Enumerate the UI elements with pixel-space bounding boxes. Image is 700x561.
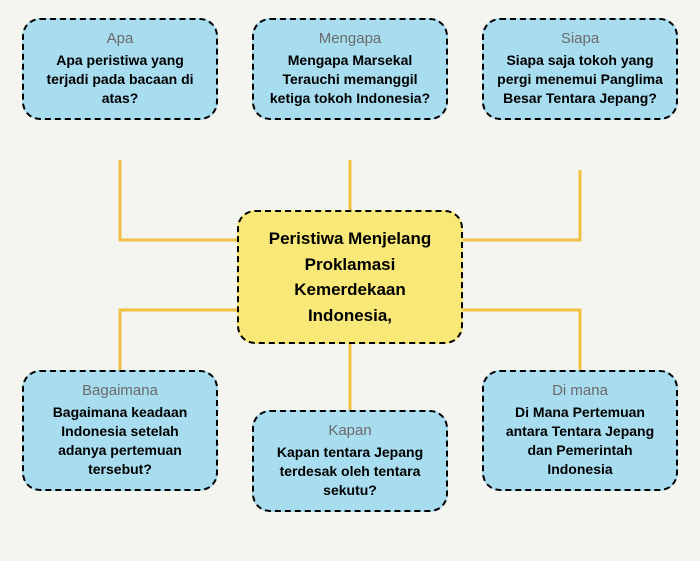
title-siapa: Siapa	[496, 30, 664, 47]
title-mengapa: Mengapa	[266, 30, 434, 47]
box-apa: Apa Apa peristiwa yang terjadi pada baca…	[22, 18, 218, 120]
center-topic-text: Peristiwa Menjelang Proklamasi Kemerdeka…	[255, 226, 445, 328]
title-kapan: Kapan	[266, 422, 434, 439]
box-dimana: Di mana Di Mana Pertemuan antara Tentara…	[482, 370, 678, 491]
center-topic-box: Peristiwa Menjelang Proklamasi Kemerdeka…	[237, 210, 463, 344]
question-kapan: Kapan tentara Jepang terdesak oleh tenta…	[266, 443, 434, 500]
question-bagaimana: Bagaimana keadaan Indonesia setelah adan…	[36, 403, 204, 479]
title-bagaimana: Bagaimana	[36, 382, 204, 399]
box-siapa: Siapa Siapa saja tokoh yang pergi menemu…	[482, 18, 678, 120]
question-dimana: Di Mana Pertemuan antara Tentara Jepang …	[496, 403, 664, 479]
question-mengapa: Mengapa Marsekal Terauchi memanggil keti…	[266, 51, 434, 108]
title-dimana: Di mana	[496, 382, 664, 399]
title-apa: Apa	[36, 30, 204, 47]
question-apa: Apa peristiwa yang terjadi pada bacaan d…	[36, 51, 204, 108]
box-bagaimana: Bagaimana Bagaimana keadaan Indonesia se…	[22, 370, 218, 491]
box-mengapa: Mengapa Mengapa Marsekal Terauchi memang…	[252, 18, 448, 120]
question-siapa: Siapa saja tokoh yang pergi menemui Pang…	[496, 51, 664, 108]
box-kapan: Kapan Kapan tentara Jepang terdesak oleh…	[252, 410, 448, 512]
